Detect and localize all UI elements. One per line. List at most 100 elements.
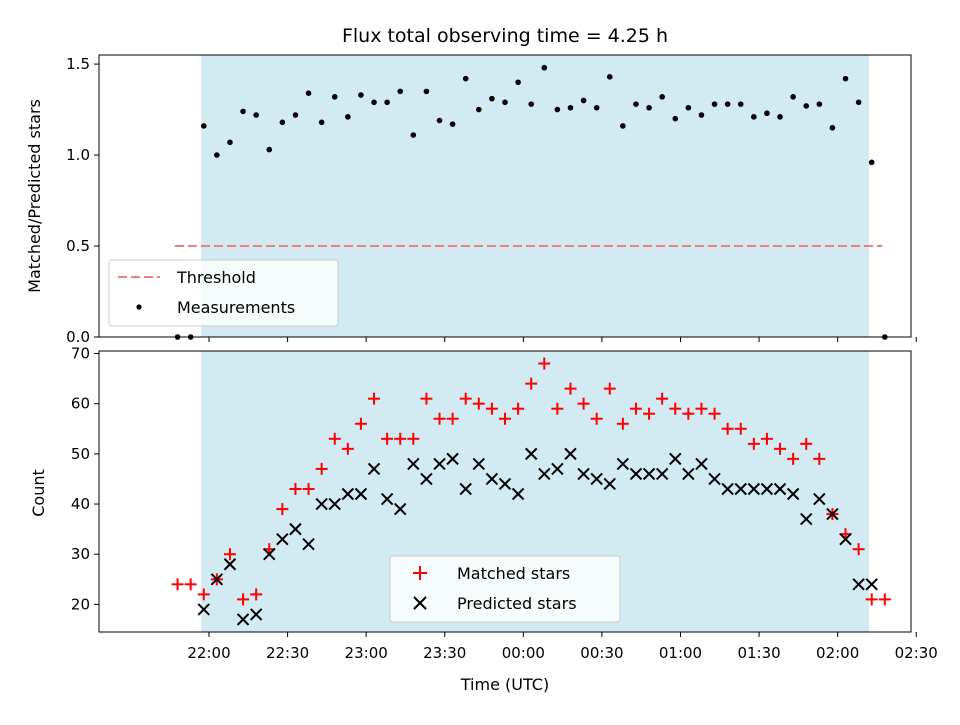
measurement-point <box>777 114 783 120</box>
matched-star-marker <box>407 432 420 445</box>
matched-star-marker <box>446 412 459 425</box>
matched-star-marker <box>341 442 354 455</box>
matched-star-marker <box>747 437 760 450</box>
legend-predicted-label: Predicted stars <box>457 594 577 613</box>
predicted-star-marker <box>341 487 355 501</box>
predicted-star-marker <box>629 467 643 481</box>
measurement-point <box>489 95 495 102</box>
measurement-point <box>567 104 574 111</box>
predicted-star-marker <box>564 447 577 461</box>
x-tick-label: 00:00 <box>502 644 545 662</box>
matched-star-marker <box>381 432 394 445</box>
matched-star-marker <box>643 407 656 420</box>
predicted-star-marker <box>263 548 276 561</box>
matched-star-marker <box>813 452 826 465</box>
measurement-point <box>633 101 639 107</box>
measurement-point <box>554 106 561 113</box>
measurement-point <box>214 152 220 158</box>
matched-star-marker <box>184 578 197 591</box>
measurement-point <box>829 124 836 131</box>
measurement-point <box>397 88 404 95</box>
predicted-star-marker <box>197 603 210 616</box>
matched-star-marker <box>171 578 184 591</box>
matched-star-marker <box>525 377 538 390</box>
x-tick-label: 23:30 <box>423 644 466 662</box>
measurement-point <box>816 101 823 107</box>
measurement-point <box>436 117 443 124</box>
y-tick-label: 30 <box>71 545 90 563</box>
measurement-point <box>541 64 548 71</box>
measurement-point <box>698 112 705 118</box>
measurement-point <box>790 94 796 100</box>
measurement-point <box>803 103 810 109</box>
measurement-point <box>462 75 469 82</box>
matched-star-points <box>171 357 891 606</box>
matched-star-marker <box>551 402 564 415</box>
measurement-point <box>868 159 875 166</box>
predicted-star-marker <box>734 482 747 496</box>
predicted-star-marker <box>485 472 499 486</box>
matched-star-marker <box>472 397 485 410</box>
measurement-point <box>358 92 364 98</box>
predicted-star-marker <box>865 578 878 591</box>
predicted-star-marker <box>394 502 407 516</box>
measurement-point <box>620 123 626 129</box>
matched-star-marker <box>669 402 682 415</box>
matched-star-marker <box>760 432 773 445</box>
y-tick-label: 60 <box>71 395 90 413</box>
measurement-point <box>685 104 692 111</box>
matched-star-marker <box>695 402 708 415</box>
matched-star-marker <box>276 503 289 516</box>
predicted-star-marker <box>433 457 446 471</box>
measurement-point <box>724 101 731 107</box>
y-tick-label: 0.5 <box>66 237 90 255</box>
measurement-point <box>449 121 456 127</box>
predicted-star-marker <box>826 507 839 521</box>
matched-star-marker <box>852 543 865 556</box>
bottom-y-ticks: 20 30 40 50 60 70 <box>71 345 99 613</box>
predicted-star-marker <box>655 467 669 481</box>
matched-star-marker <box>590 412 603 425</box>
matched-star-marker <box>354 417 367 430</box>
predicted-star-marker <box>642 467 656 481</box>
measurement-point <box>593 104 600 111</box>
bottom-x-ticks: 22:00 22:30 23:00 23:30 00:00 00:30 01:00 01:30… <box>187 632 938 662</box>
predicted-star-points <box>197 447 878 626</box>
x-tick-label: 23:00 <box>345 644 388 662</box>
matched-star-marker <box>237 593 250 606</box>
matched-star-marker <box>787 452 800 465</box>
predicted-star-marker <box>538 467 551 481</box>
y-tick-label: 0.0 <box>66 328 90 346</box>
predicted-star-marker <box>721 482 734 496</box>
predicted-star-marker <box>315 497 328 511</box>
predicted-star-marker <box>695 457 708 471</box>
matched-star-marker <box>315 462 328 475</box>
matched-star-marker <box>616 417 629 430</box>
matched-star-marker <box>433 412 446 425</box>
x-tick-label: 00:30 <box>580 644 623 662</box>
measurement-point <box>751 114 757 120</box>
measurement-point <box>345 114 351 120</box>
matched-star-marker <box>289 482 302 495</box>
matched-star-marker <box>564 382 577 395</box>
measurement-points <box>174 64 888 340</box>
bottom-legend-box <box>389 555 621 623</box>
predicted-star-marker <box>302 537 315 551</box>
matched-star-marker <box>708 407 721 420</box>
top-plot-frame <box>98 54 912 338</box>
matched-star-marker <box>800 437 813 450</box>
predicted-star-marker <box>328 497 341 511</box>
measurement-point <box>331 94 338 100</box>
predicted-star-marker <box>511 487 525 501</box>
x-tick-label: 01:00 <box>659 644 702 662</box>
predicted-star-marker <box>747 482 761 496</box>
matched-star-marker <box>682 407 695 420</box>
bottom-x-axis-label: Time (UTC) <box>460 675 549 694</box>
measurement-point <box>292 112 299 118</box>
predicted-star-marker <box>800 512 813 526</box>
predicted-star-marker <box>289 522 302 536</box>
bottom-panel: 20 30 40 50 60 70 22:00 22:30 23:00 23:30 00:00 00… <box>29 345 938 694</box>
predicted-star-marker <box>407 457 420 471</box>
y-tick-label: 70 <box>71 345 90 363</box>
matched-star-marker <box>512 402 525 415</box>
